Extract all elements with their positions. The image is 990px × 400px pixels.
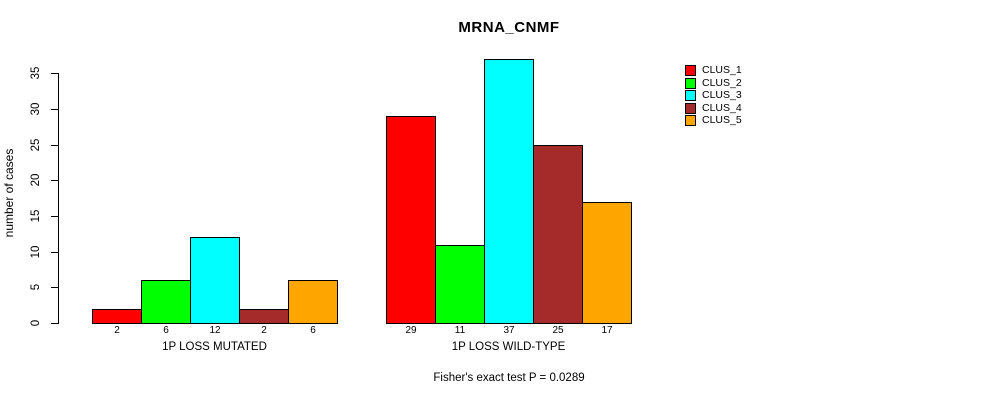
x-group-label: 1P LOSS WILD-TYPE [451, 341, 566, 353]
bar-value-label: 37 [503, 325, 515, 336]
legend-label: CLUS_1 [702, 64, 742, 76]
legend-label: CLUS_3 [702, 89, 742, 101]
bar-value-label: 6 [163, 325, 169, 336]
y-axis-tick-label: 20 [30, 173, 42, 187]
bar-clus_1-group1 [92, 309, 142, 324]
bar-value-label: 6 [310, 325, 316, 336]
y-axis-tick-label: 35 [30, 67, 42, 80]
legend-label: CLUS_2 [702, 76, 742, 89]
y-axis-tick-label: 5 [30, 284, 42, 291]
x-group-label: 1P LOSS MUTATED [162, 341, 267, 353]
bar-value-label: 29 [405, 325, 417, 336]
y-axis-tick [51, 251, 58, 253]
footnote: Fisher's exact test P = 0.0289 [433, 372, 585, 384]
y-axis-tick-label: 30 [30, 102, 42, 116]
y-axis-tick-label: 10 [30, 245, 42, 259]
y-axis-tick-label: 25 [30, 138, 42, 152]
bar-clus_1-group2 [386, 116, 436, 324]
bar-clus_3-group2 [484, 59, 534, 324]
y-axis-tick [51, 287, 58, 289]
legend-swatch-clus_2 [685, 77, 696, 89]
chart-title: MRNA_CNMF [458, 19, 560, 36]
bar-clus_2-group2 [435, 245, 485, 324]
legend-label: CLUS_5 [702, 114, 742, 126]
bar-clus_2-group1 [141, 280, 191, 324]
y-axis-tick [51, 144, 58, 146]
y-axis-line [58, 73, 59, 324]
bar-clus_4-group1 [239, 309, 289, 324]
legend-swatch-clus_3 [685, 90, 696, 101]
legend-label: CLUS_4 [702, 101, 742, 114]
y-axis-label: number of cases [2, 148, 16, 238]
legend-swatch-clus_1 [685, 65, 696, 76]
y-axis-tick [51, 323, 58, 324]
legend-swatch-clus_4 [685, 102, 696, 114]
y-axis-tick-label: 0 [30, 319, 42, 327]
y-axis-tick [51, 109, 58, 111]
bar-clus_3-group1 [190, 237, 240, 324]
bar-value-label: 2 [261, 325, 267, 336]
bar-clus_4-group2 [533, 145, 583, 324]
y-axis-tick-label: 15 [30, 209, 42, 223]
y-axis-tick [51, 216, 58, 218]
bar-value-label: 2 [114, 325, 120, 336]
bar-clus_5-group2 [582, 202, 632, 324]
y-axis-tick [51, 73, 58, 75]
bar-value-label: 25 [552, 325, 564, 336]
bar-clus_5-group1 [288, 280, 338, 324]
bar-value-label: 17 [601, 325, 613, 336]
y-axis-tick [51, 180, 58, 182]
bar-value-label: 12 [209, 325, 221, 336]
legend-swatch-clus_5 [685, 115, 696, 126]
bar-value-label: 11 [454, 325, 466, 336]
